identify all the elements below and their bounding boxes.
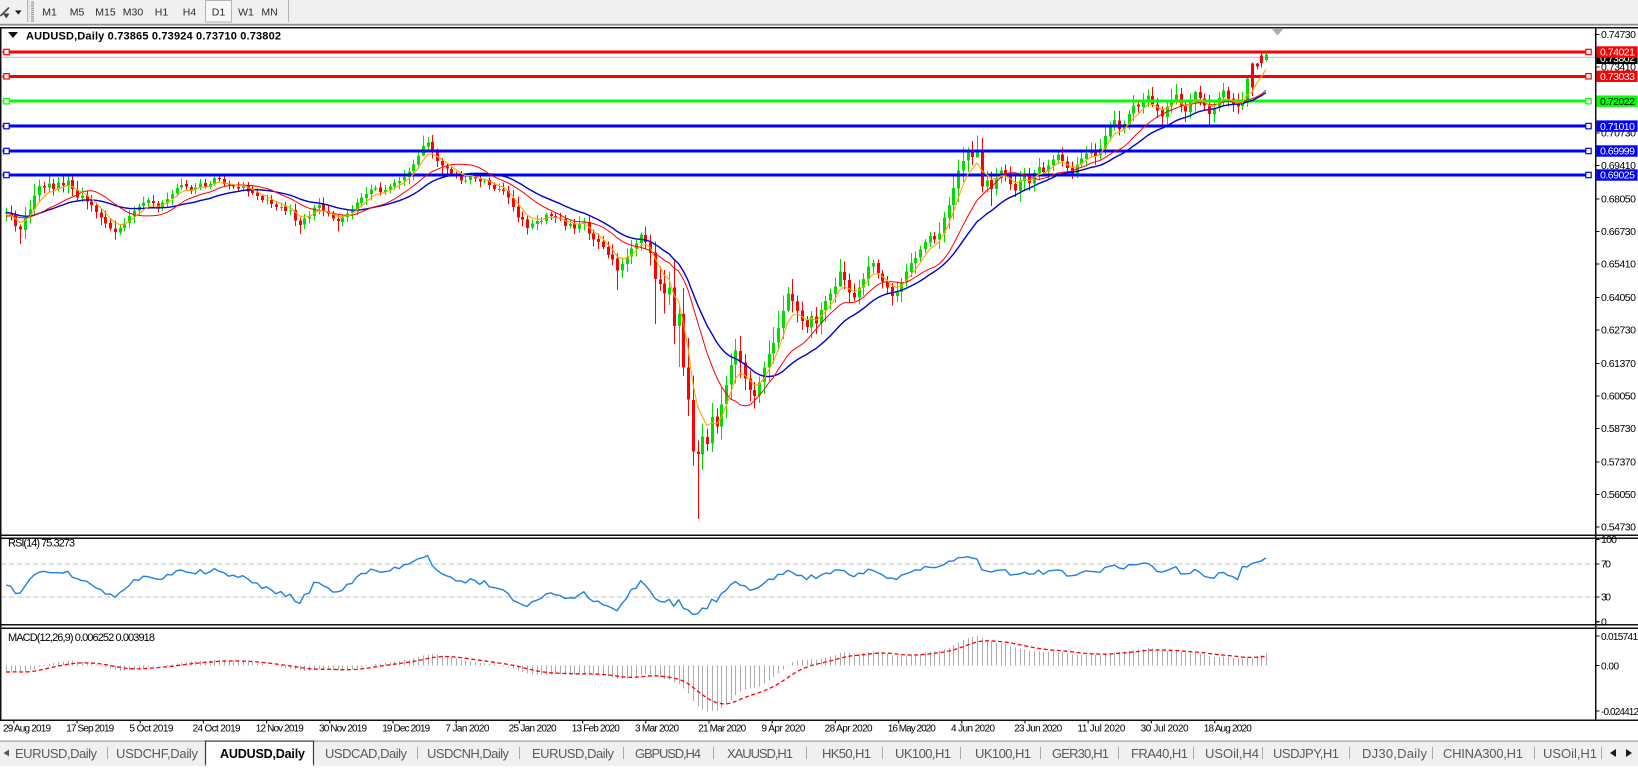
svg-text:D1: D1 bbox=[212, 7, 226, 19]
svg-text:GBPUSD,H4: GBPUSD,H4 bbox=[635, 746, 701, 761]
svg-text:H4: H4 bbox=[183, 7, 197, 19]
svg-text:UK100,H1: UK100,H1 bbox=[975, 746, 1031, 761]
svg-text:0.66730: 0.66730 bbox=[1601, 226, 1636, 238]
svg-text:-0.024412: -0.024412 bbox=[1601, 707, 1638, 718]
svg-text:18 Aug 2020: 18 Aug 2020 bbox=[1204, 724, 1252, 735]
svg-text:W1: W1 bbox=[238, 7, 254, 19]
svg-text:100: 100 bbox=[1601, 534, 1617, 546]
svg-text:0.56050: 0.56050 bbox=[1601, 489, 1636, 501]
svg-text:RSI(14) 75.3273: RSI(14) 75.3273 bbox=[8, 538, 75, 550]
svg-text:USOil,H4: USOil,H4 bbox=[1205, 746, 1259, 761]
svg-text:M15: M15 bbox=[95, 7, 116, 19]
svg-text:XAUUSD,H1: XAUUSD,H1 bbox=[727, 746, 793, 761]
svg-text:9 Apr 2020: 9 Apr 2020 bbox=[761, 724, 805, 735]
svg-text:0.69410: 0.69410 bbox=[1601, 160, 1636, 172]
svg-text:3 Mar 2020: 3 Mar 2020 bbox=[635, 724, 679, 735]
svg-text:USDJPY,H1: USDJPY,H1 bbox=[1273, 746, 1339, 761]
svg-text:30 Jul 2020: 30 Jul 2020 bbox=[1141, 724, 1189, 735]
svg-text:0: 0 bbox=[1601, 617, 1607, 629]
svg-text:30: 30 bbox=[1601, 592, 1611, 604]
svg-text:19 Dec 2019: 19 Dec 2019 bbox=[382, 724, 430, 735]
svg-text:0.015741: 0.015741 bbox=[1601, 632, 1638, 643]
svg-text:0.57370: 0.57370 bbox=[1601, 457, 1636, 469]
svg-text:HK50,H1: HK50,H1 bbox=[822, 746, 871, 761]
svg-text:24 Oct 2019: 24 Oct 2019 bbox=[193, 724, 241, 735]
svg-text:UK100,H1: UK100,H1 bbox=[895, 746, 951, 761]
svg-text:CHINA300,H1: CHINA300,H1 bbox=[1443, 746, 1523, 761]
svg-text:0.64050: 0.64050 bbox=[1601, 292, 1636, 304]
svg-text:21 Mar 2020: 21 Mar 2020 bbox=[698, 724, 746, 735]
svg-text:USDCNH,Daily: USDCNH,Daily bbox=[427, 746, 510, 761]
svg-text:M30: M30 bbox=[123, 7, 144, 19]
svg-text:EURUSD,Daily: EURUSD,Daily bbox=[15, 746, 98, 761]
svg-text:0.69025: 0.69025 bbox=[1600, 170, 1635, 182]
svg-text:0.73033: 0.73033 bbox=[1600, 71, 1635, 83]
svg-text:5 Oct 2019: 5 Oct 2019 bbox=[129, 724, 173, 735]
svg-text:12 Nov 2019: 12 Nov 2019 bbox=[256, 724, 304, 735]
svg-text:0.69999: 0.69999 bbox=[1600, 146, 1635, 158]
svg-text:0.60050: 0.60050 bbox=[1601, 391, 1636, 403]
svg-text:DJ30,Daily: DJ30,Daily bbox=[1362, 746, 1428, 761]
svg-text:23 Jun 2020: 23 Jun 2020 bbox=[1014, 724, 1062, 735]
svg-text:MN: MN bbox=[261, 7, 277, 19]
svg-text:GER30,H1: GER30,H1 bbox=[1052, 746, 1109, 761]
svg-text:USDCAD,Daily: USDCAD,Daily bbox=[325, 746, 408, 761]
svg-text:0.62730: 0.62730 bbox=[1601, 325, 1636, 337]
svg-text:M5: M5 bbox=[70, 7, 85, 19]
svg-text:4 Jun 2020: 4 Jun 2020 bbox=[951, 724, 995, 735]
svg-text:13 Feb 2020: 13 Feb 2020 bbox=[572, 724, 620, 735]
svg-text:25 Jan 2020: 25 Jan 2020 bbox=[509, 724, 557, 735]
svg-text:EURUSD,Daily: EURUSD,Daily bbox=[532, 746, 615, 761]
svg-text:0.74021: 0.74021 bbox=[1600, 47, 1635, 59]
svg-text:0.00: 0.00 bbox=[1601, 661, 1619, 672]
svg-text:M1: M1 bbox=[42, 7, 57, 19]
svg-text:0.61370: 0.61370 bbox=[1601, 358, 1636, 370]
svg-text:USOil,H1: USOil,H1 bbox=[1543, 746, 1597, 761]
svg-text:28 Apr 2020: 28 Apr 2020 bbox=[825, 724, 873, 735]
svg-text:17 Sep 2019: 17 Sep 2019 bbox=[66, 724, 114, 735]
svg-text:MACD(12,26,9) 0.006252 0.00391: MACD(12,26,9) 0.006252 0.003918 bbox=[8, 632, 155, 644]
svg-text:0.68050: 0.68050 bbox=[1601, 194, 1636, 206]
svg-text:7 Jan 2020: 7 Jan 2020 bbox=[445, 724, 489, 735]
svg-text:FRA40,H1: FRA40,H1 bbox=[1131, 746, 1188, 761]
svg-text:30 Nov 2019: 30 Nov 2019 bbox=[319, 724, 367, 735]
svg-text:USDCHF,Daily: USDCHF,Daily bbox=[116, 746, 199, 761]
svg-text:16 May 2020: 16 May 2020 bbox=[888, 724, 936, 735]
svg-text:70: 70 bbox=[1601, 559, 1611, 571]
svg-text:0.58730: 0.58730 bbox=[1601, 423, 1636, 435]
svg-text:0.72022: 0.72022 bbox=[1600, 96, 1635, 108]
svg-text:29 Aug 2019: 29 Aug 2019 bbox=[3, 724, 51, 735]
svg-text:0.74730: 0.74730 bbox=[1601, 29, 1636, 41]
svg-text:AUDUSD,Daily 0.73865 0.73924: AUDUSD,Daily 0.73865 0.73924 0.73710 0.7… bbox=[26, 31, 281, 43]
svg-text:0.71010: 0.71010 bbox=[1600, 121, 1635, 133]
svg-text:H1: H1 bbox=[155, 7, 169, 19]
svg-text:0.65410: 0.65410 bbox=[1601, 259, 1636, 271]
svg-text:11 Jul 2020: 11 Jul 2020 bbox=[1077, 724, 1125, 735]
svg-text:AUDUSD,Daily: AUDUSD,Daily bbox=[220, 747, 305, 761]
svg-text:0.54730: 0.54730 bbox=[1601, 522, 1636, 534]
